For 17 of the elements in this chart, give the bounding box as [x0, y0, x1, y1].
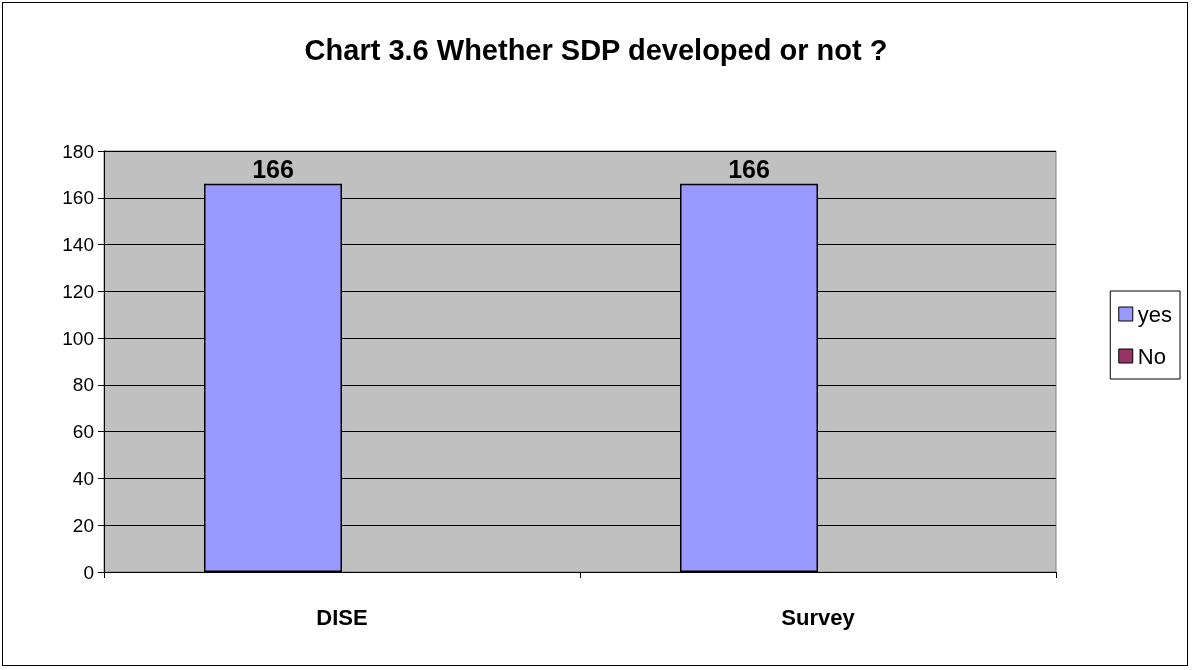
data-label: 166 [728, 155, 770, 184]
y-tick-label: 160 [62, 187, 94, 209]
chart-title: Chart 3.6 Whether SDP developed or not ? [304, 33, 888, 66]
y-tick-label: 100 [62, 327, 94, 349]
y-tick-label: 180 [62, 140, 94, 162]
x-tick-label: Survey [781, 604, 856, 630]
x-tick-label: DISE [316, 604, 368, 630]
y-tick-label: 80 [72, 374, 94, 396]
legend-label: No [1137, 343, 1166, 369]
data-label: 166 [252, 155, 294, 184]
legend-label: yes [1137, 301, 1173, 327]
y-tick-label: 120 [62, 280, 94, 302]
y-tick-label: 0 [83, 561, 94, 583]
y-tick-label: 140 [62, 234, 94, 256]
y-tick-label: 60 [72, 421, 94, 443]
y-tick-label: 20 [72, 514, 94, 536]
y-tick-label: 40 [72, 467, 94, 489]
